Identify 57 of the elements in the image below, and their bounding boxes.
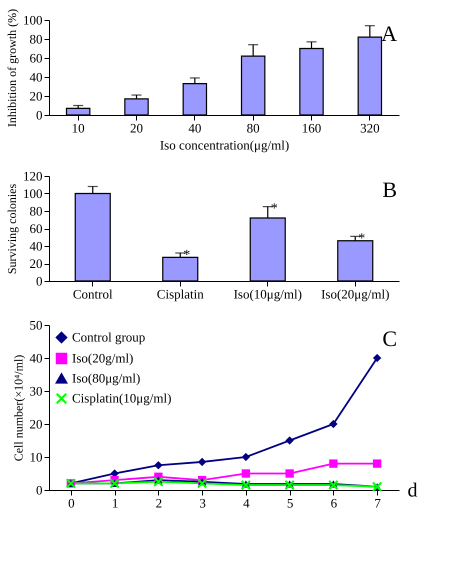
y-tick-label: 50 xyxy=(30,318,42,332)
y-tick-label: 80 xyxy=(30,32,42,46)
y-tick-label: 40 xyxy=(30,350,42,366)
legend-label: Control group xyxy=(72,330,146,344)
x-tick-label: 20 xyxy=(130,120,143,136)
x-tick-label: 160 xyxy=(302,120,322,136)
y-tick-label: 120 xyxy=(23,168,42,184)
y-tick-label: 40 xyxy=(30,238,42,254)
y-axis-title: Surviving colonies xyxy=(5,184,19,274)
y-tick-label: 30 xyxy=(30,384,42,398)
annotation: A xyxy=(381,21,398,46)
y-tick-label: 10 xyxy=(30,450,42,464)
y-tick-label: 20 xyxy=(30,256,42,271)
y-tick-label: 20 xyxy=(30,88,42,104)
y-tick-label: 80 xyxy=(30,204,42,218)
x-tick-label: 7 xyxy=(374,496,382,510)
y-tick-label: 100 xyxy=(23,186,42,201)
x-tick-label: 1 xyxy=(112,496,118,510)
x-tick-label: 320 xyxy=(360,120,380,136)
point xyxy=(328,480,339,490)
y-tick-label: 40 xyxy=(30,70,42,84)
annotation: * xyxy=(358,231,366,246)
x-tick-label: 6 xyxy=(330,496,338,510)
y-tick-label: 100 xyxy=(23,12,42,28)
x-tick-label: 80 xyxy=(246,120,260,136)
legend-label: Iso(80μg/ml) xyxy=(72,370,140,386)
x-tick-label: Cisplatin xyxy=(156,286,204,302)
y-tick-label: 60 xyxy=(30,50,42,66)
x-axis-title: Iso concentration(μg/ml) xyxy=(160,138,290,152)
x-tick-label: 3 xyxy=(199,496,206,510)
x-tick-label: 4 xyxy=(243,496,250,510)
y-axis-title: Cell number(×10⁴/ml) xyxy=(12,354,26,462)
x-tick-label: Control xyxy=(72,286,113,302)
y-tick-label: 0 xyxy=(36,274,42,288)
y-tick-label: 60 xyxy=(30,221,42,236)
y-tick-label: 0 xyxy=(36,482,42,498)
annotation: B xyxy=(382,177,397,202)
x-tick-label: 5 xyxy=(286,496,294,510)
point xyxy=(196,478,208,489)
legend-label: Cisplatin(10μg/ml) xyxy=(72,390,172,406)
annotation: * xyxy=(270,202,278,217)
y-tick-label: 0 xyxy=(36,108,42,122)
y-tick-label: 20 xyxy=(30,416,42,432)
legend-label: Iso(20g/ml) xyxy=(72,350,134,366)
point xyxy=(284,480,295,490)
x-tick-label: 10 xyxy=(72,120,85,136)
annotation: * xyxy=(183,248,190,263)
point xyxy=(240,480,252,490)
x-axis-title: d xyxy=(408,480,418,502)
annotation: C xyxy=(382,326,397,351)
x-tick-label: 40 xyxy=(188,120,202,136)
x-tick-label: Iso(10μg/ml) xyxy=(234,286,302,302)
point xyxy=(153,476,164,487)
x-tick-label: 0 xyxy=(68,496,75,510)
x-tick-label: 2 xyxy=(156,496,162,510)
y-axis-title: Inhibition of growth (%) xyxy=(5,8,19,128)
x-tick-label: Iso(20μg/ml) xyxy=(321,286,390,302)
